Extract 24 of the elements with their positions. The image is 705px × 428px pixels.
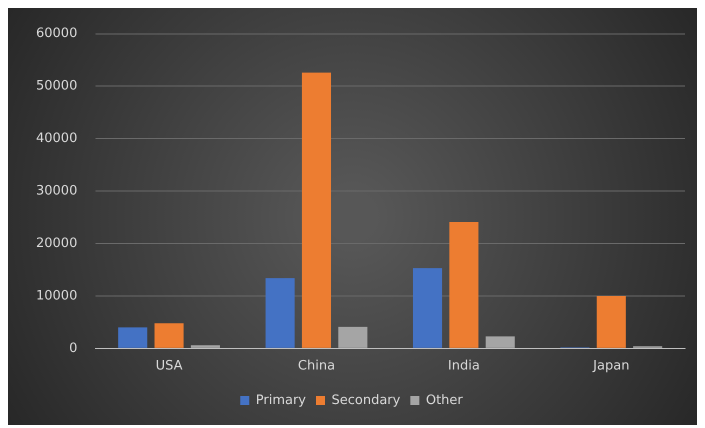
y-tick-label: 0 — [69, 340, 78, 356]
bar — [118, 327, 148, 348]
bar — [412, 268, 442, 348]
x-tick-label: India — [448, 358, 480, 374]
y-tick-label: 40000 — [36, 131, 78, 146]
bar — [449, 222, 478, 348]
y-tick-label: 10000 — [36, 288, 78, 304]
x-tick-label: China — [298, 358, 336, 374]
legend-label: Primary — [256, 392, 306, 408]
bar — [154, 323, 184, 348]
bar — [338, 326, 368, 348]
y-tick-label: 30000 — [36, 183, 78, 198]
legend-label: Other — [426, 392, 464, 408]
bar — [190, 345, 220, 348]
y-tick-label: 20000 — [36, 236, 78, 251]
y-tick-label: 50000 — [36, 78, 78, 94]
x-tick-label: USA — [156, 358, 183, 374]
bar — [266, 278, 295, 348]
y-tick-label: 60000 — [36, 26, 78, 42]
bar — [302, 72, 332, 348]
legend-label: Secondary — [331, 392, 401, 408]
x-tick-label: Japan — [592, 358, 630, 374]
bar — [486, 336, 515, 348]
bar — [596, 296, 626, 348]
